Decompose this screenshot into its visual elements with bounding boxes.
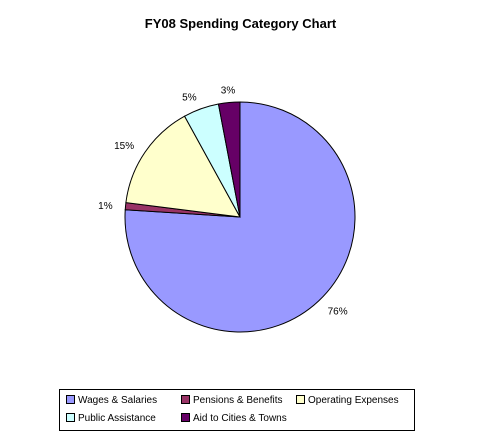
legend-swatch — [66, 413, 75, 422]
legend-item-operating-expenses: Operating Expenses — [296, 395, 399, 406]
pie-slice-wages-and-salaries — [124, 101, 356, 333]
legend-item-wages-and-salaries: Wages & Salaries — [66, 395, 157, 406]
pie-slice-aid-to-cities-and-towns — [217, 101, 241, 218]
legend-label: Pensions & Benefits — [193, 395, 283, 406]
chart-title: FY08 Spending Category Chart — [144, 16, 337, 31]
data-label-wages-and-salaries: 76% — [328, 306, 348, 317]
legend-swatch — [66, 395, 75, 404]
data-label-public-assistance: 5% — [182, 93, 197, 104]
data-label-pensions-and-benefits: 1% — [98, 201, 113, 212]
data-label-operating-expenses: 15% — [114, 141, 134, 152]
legend-label: Wages & Salaries — [78, 395, 158, 406]
data-label-aid-to-cities-and-towns: 3% — [221, 86, 236, 97]
legend-item-aid-to-cities-and-towns: Aid to Cities & Towns — [181, 413, 287, 424]
legend-swatch — [181, 413, 190, 422]
legend-label: Operating Expenses — [308, 395, 399, 406]
legend-item-public-assistance: Public Assistance — [66, 413, 156, 424]
pie-slice-operating-expenses — [125, 115, 241, 218]
legend-item-pensions-and-benefits: Pensions & Benefits — [181, 395, 283, 406]
legend: Wages & Salaries Pensions & Benefits Opera… — [59, 389, 415, 431]
legend-label: Public Assistance — [78, 413, 156, 424]
legend-swatch — [181, 395, 190, 404]
legend-swatch — [296, 395, 305, 404]
legend-label: Aid to Cities & Towns — [193, 413, 287, 424]
pie-chart: 76% 1% 15% 5% 3% — [98, 86, 356, 333]
